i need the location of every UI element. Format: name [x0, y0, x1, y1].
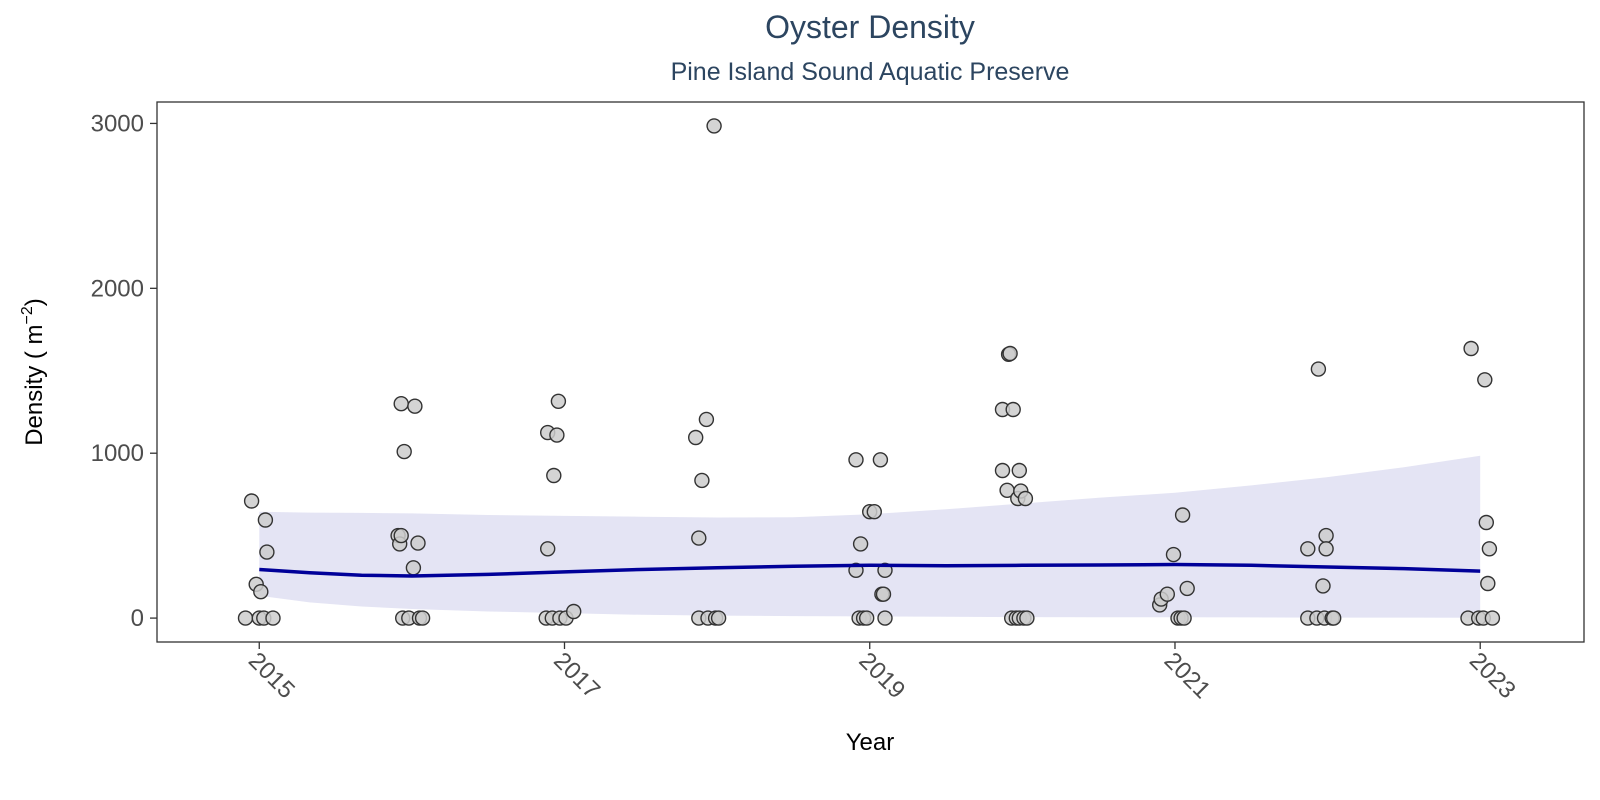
- data-point: [1019, 610, 1035, 626]
- data-point: [1300, 541, 1316, 557]
- data-point: [877, 610, 893, 626]
- data-point: [1315, 578, 1331, 594]
- data-point: [549, 427, 565, 443]
- data-point: [1478, 514, 1495, 531]
- data-point: [691, 530, 707, 546]
- x-tick-label: 2023: [1464, 647, 1521, 704]
- data-point: [1481, 541, 1498, 557]
- data-point: [1318, 541, 1334, 557]
- y-tick-label: 0: [131, 605, 144, 632]
- x-tick-label: 2021: [1159, 647, 1216, 704]
- data-point: [237, 610, 254, 626]
- y-axis-title: Density ( m−2): [19, 298, 48, 446]
- data-point: [1310, 361, 1327, 377]
- data-point: [710, 610, 727, 626]
- x-tick-label: 2019: [853, 647, 910, 704]
- chart-title: Oyster Density: [765, 9, 975, 45]
- data-point: [1159, 586, 1176, 602]
- data-point: [1477, 372, 1493, 388]
- data-point: [1176, 610, 1192, 626]
- data-point: [1484, 610, 1501, 626]
- data-point: [706, 118, 722, 134]
- data-point: [393, 527, 409, 544]
- confidence-band: [259, 455, 1481, 618]
- data-point: [1017, 490, 1034, 507]
- data-point: [1002, 345, 1018, 362]
- data-point: [393, 396, 409, 412]
- data-point: [414, 610, 431, 626]
- x-axis-title: Year: [846, 729, 895, 756]
- data-point: [243, 493, 260, 509]
- data-point: [566, 603, 582, 620]
- data-point: [540, 541, 556, 557]
- y-tick-label: 2000: [91, 275, 144, 302]
- data-point: [866, 504, 882, 520]
- data-point: [1325, 610, 1342, 626]
- data-point: [410, 535, 426, 551]
- data-point: [1318, 527, 1334, 544]
- data-point: [1463, 340, 1479, 357]
- data-point: [848, 452, 864, 468]
- data-point: [859, 610, 875, 626]
- y-axis-title-close: ): [21, 298, 48, 306]
- data-point: [688, 429, 704, 446]
- data-point: [265, 610, 281, 626]
- data-point: [872, 452, 889, 468]
- y-tick-label: 3000: [91, 110, 144, 137]
- data-point: [550, 393, 567, 409]
- data-point: [875, 586, 892, 602]
- x-axis: 2015 2017 2019 2021 2023: [243, 642, 1521, 704]
- plot-area: [237, 118, 1501, 626]
- data-point: [405, 560, 422, 576]
- data-point: [1005, 401, 1021, 418]
- x-tick-label: 2015: [243, 647, 300, 704]
- plot-frame: [156, 101, 1585, 643]
- y-tick-label: 1000: [91, 440, 144, 467]
- chart-subtitle: Pine Island Sound Aquatic Preserve: [671, 58, 1070, 86]
- data-point: [259, 544, 275, 560]
- data-point: [1480, 575, 1496, 592]
- data-point: [1174, 507, 1191, 523]
- x-tick-label: 2017: [548, 647, 605, 704]
- data-point: [396, 443, 412, 460]
- data-point: [698, 411, 715, 428]
- data-point: [407, 398, 423, 414]
- data-point: [253, 584, 269, 600]
- data-point: [694, 472, 710, 489]
- data-point: [1179, 580, 1195, 597]
- data-point: [546, 467, 562, 484]
- data-point: [852, 536, 869, 552]
- y-axis: 0 1000 2000 3000: [91, 110, 157, 632]
- data-point: [257, 512, 274, 528]
- data-point: [1165, 546, 1182, 563]
- data-point: [1011, 462, 1027, 479]
- y-axis-title-exponent: −2: [19, 306, 36, 324]
- trend-line: [259, 562, 1481, 578]
- data-point: [994, 462, 1011, 479]
- y-axis-title-base: Density ( m: [21, 324, 48, 445]
